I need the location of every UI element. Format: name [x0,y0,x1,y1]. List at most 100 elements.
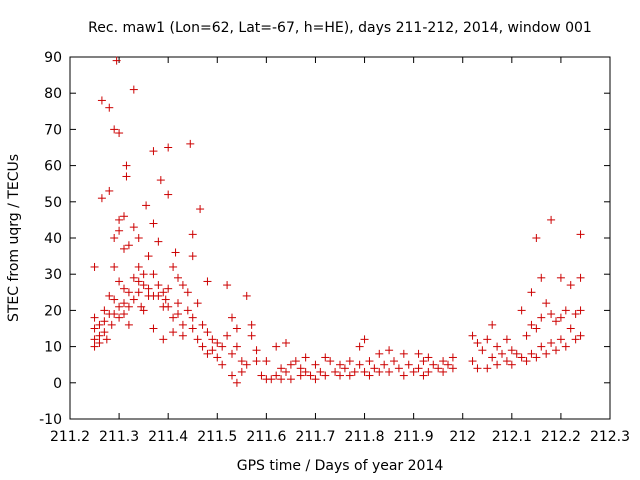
data-point [478,346,487,355]
data-point [360,335,369,344]
data-point [326,357,335,366]
data-point [100,306,109,315]
data-point [414,349,423,358]
data-point [129,273,138,282]
data-point [196,205,205,214]
data-point [142,201,151,210]
data-point [174,273,182,282]
data-point [203,277,212,286]
data-point [223,281,232,290]
data-point [498,349,506,358]
data-point [90,335,99,344]
y-tick-label: 0 [53,376,62,392]
data-point [110,310,119,319]
data-point [164,143,173,152]
data-point [473,338,482,347]
data-point [502,357,511,366]
data-point [576,306,585,315]
data-point [169,262,178,271]
data-point [434,364,443,373]
data-point [134,277,143,286]
data-point [174,310,182,319]
data-point [208,346,217,355]
data-point [169,328,178,337]
data-point [149,324,158,333]
data-point [107,320,116,329]
data-point [385,367,394,376]
data-point [154,291,163,300]
data-point [198,320,207,329]
data-point [542,349,551,358]
data-point [365,357,374,366]
data-point [198,342,207,351]
data-point [532,234,541,242]
data-point [350,367,359,376]
data-point [122,172,131,181]
data-point [232,324,241,333]
data-point [561,306,570,315]
data-point [149,147,158,156]
data-point [282,367,290,376]
data-point [124,320,133,329]
data-point [571,335,580,344]
data-point [566,281,575,290]
data-point [95,331,104,340]
data-point [448,353,457,362]
data-point [414,364,423,373]
data-point [115,277,124,286]
data-point [120,284,128,293]
data-point [272,342,281,351]
data-point [171,248,180,257]
data-point [90,342,99,351]
data-point [493,342,502,351]
data-point [267,375,276,384]
data-point [306,371,315,380]
data-point [537,273,546,282]
data-point [370,364,379,373]
data-point [193,335,202,344]
data-point [277,364,286,373]
data-point [232,342,241,351]
data-point [355,360,364,369]
data-point [345,371,354,380]
data-point [394,364,403,373]
data-point [556,335,565,344]
data-point [223,331,232,340]
data-point [468,357,477,366]
data-point [385,346,394,355]
data-point [537,342,546,351]
data-point [188,252,197,261]
data-point [419,371,428,380]
x-tick-label: 212.1 [492,429,532,445]
data-point [134,234,143,242]
data-point [252,357,261,366]
data-point [178,331,187,340]
data-point [375,367,384,376]
data-point [247,331,256,340]
data-point [311,375,320,384]
data-point [380,360,389,369]
data-point [286,360,295,369]
data-point [409,367,418,376]
data-point [252,346,261,355]
x-tick-label: 211.7 [295,429,335,445]
data-point [291,357,300,366]
y-tick-label: 60 [44,159,62,175]
data-point [247,320,256,329]
data-point [174,299,182,308]
data-point [149,219,158,228]
data-point [473,364,482,373]
x-tick-label: 211.2 [50,429,90,445]
data-point [164,190,173,199]
data-point [242,291,251,300]
data-point [102,335,111,344]
data-point [502,335,511,344]
data-point [120,244,128,253]
data-point [120,310,128,319]
data-point [542,299,551,308]
data-point [228,371,236,380]
data-point [90,262,99,271]
data-point [228,349,236,358]
data-point [576,273,585,282]
data-point [186,139,195,148]
